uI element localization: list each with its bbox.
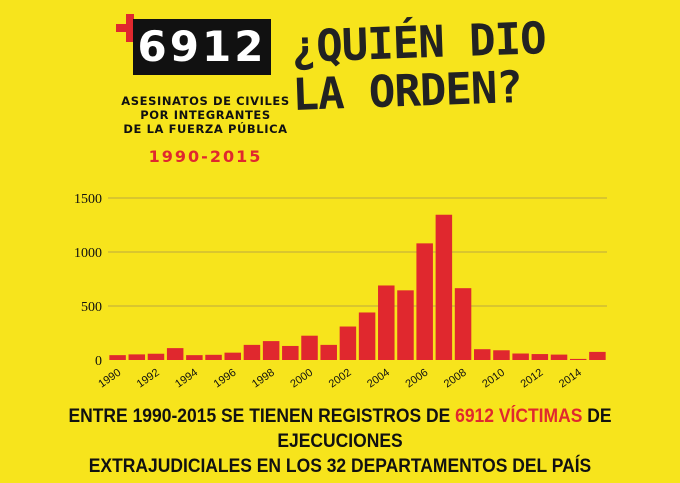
bar-2010 xyxy=(493,350,510,360)
bar-1990 xyxy=(109,355,126,360)
bar-2002 xyxy=(339,326,357,360)
x-tick-label: 2008 xyxy=(442,367,469,391)
footer-highlight: 6912 VÍCTIMAS xyxy=(455,406,583,427)
x-tick-label: 2000 xyxy=(288,367,315,391)
y-tick-label: 500 xyxy=(81,300,102,315)
footer-text-part: DE EJECUCIONES xyxy=(277,406,612,452)
bar-2004 xyxy=(378,285,395,360)
bar-1993 xyxy=(166,348,184,360)
bar-1994 xyxy=(186,355,203,360)
x-tick-label: 2010 xyxy=(480,367,507,391)
bar-2013 xyxy=(550,354,568,360)
period: 1990-2015 xyxy=(148,147,263,166)
x-tick-label: 1994 xyxy=(173,367,200,391)
bar-2005 xyxy=(397,290,414,360)
x-tick-label: 2014 xyxy=(557,367,584,391)
bar-1999 xyxy=(282,345,299,360)
bar-2001 xyxy=(320,344,337,360)
bar-2006 xyxy=(416,243,433,360)
bar-1997 xyxy=(243,344,261,360)
bar-2000 xyxy=(301,335,318,360)
bar-2014 xyxy=(569,358,587,360)
bar-2009 xyxy=(473,349,491,360)
bar-2015 xyxy=(589,351,606,360)
bar-2012 xyxy=(531,354,549,360)
bar-2011 xyxy=(512,353,529,360)
bar-2007 xyxy=(435,214,453,360)
footer-line-2: EXTRAJUDICIALES EN LOS 32 DEPARTAMENTOS … xyxy=(88,456,592,477)
bar-1992 xyxy=(147,353,165,360)
headline: ¿QUIÉN DIO LA ORDEN? xyxy=(289,13,593,121)
x-tick-label: 2002 xyxy=(327,367,354,391)
x-tick-label: 1998 xyxy=(250,367,277,391)
bar-1991 xyxy=(128,354,146,360)
x-tick-label: 2006 xyxy=(403,367,430,391)
y-tick-label: 1500 xyxy=(74,192,102,207)
y-tick-label: 1000 xyxy=(74,246,102,261)
headline-line: ¿QUIÉN DIO xyxy=(289,13,547,73)
bar-chart: 0 500 1000 1500 1990 1992 1994 1996 1998 2000 2002… xyxy=(74,192,607,391)
subtitle-line: DE LA FUERZA PÚBLICA xyxy=(123,122,288,136)
subtitle-line: POR INTEGRANTES xyxy=(140,108,271,122)
subtitle: ASESINATOS DE CIVILES POR INTEGRANTES DE… xyxy=(118,94,293,136)
bar-2003 xyxy=(358,312,376,360)
headline-line: LA ORDEN? xyxy=(291,61,523,121)
x-tick-label: 1996 xyxy=(212,367,239,391)
victim-count-box: 6912 xyxy=(133,19,271,75)
x-tick-label: 1990 xyxy=(96,367,123,391)
subtitle-line: ASESINATOS DE CIVILES xyxy=(121,94,290,108)
bar-2008 xyxy=(454,288,472,360)
x-tick-label: 2004 xyxy=(365,367,392,391)
x-tick-label: 1992 xyxy=(135,367,162,391)
y-tick-label: 0 xyxy=(95,354,102,369)
footer-line-1: ENTRE 1990-2015 SE TIENEN REGISTROS DE 6… xyxy=(27,404,653,454)
plus-icon xyxy=(116,14,144,42)
header: 6912 ASESINATOS DE CIVILES POR INTEGRANT… xyxy=(0,0,680,180)
x-tick-label: 2012 xyxy=(519,367,546,391)
footer-text-part: ENTRE 1990-2015 SE TIENEN REGISTROS DE xyxy=(68,406,456,427)
bar-1996 xyxy=(224,352,242,360)
bar-1998 xyxy=(262,341,280,360)
footer-text: ENTRE 1990-2015 SE TIENEN REGISTROS DE 6… xyxy=(27,404,653,479)
bar-1995 xyxy=(205,354,222,360)
